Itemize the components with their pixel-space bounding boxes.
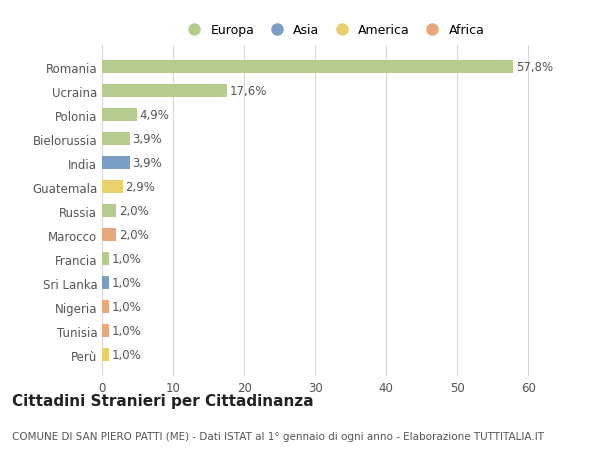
Bar (102, 61, 513, 74)
Bar (102, 133, 130, 146)
Text: 4,9%: 4,9% (140, 109, 170, 122)
Text: Cittadini Stranieri per Cittadinanza: Cittadini Stranieri per Cittadinanza (12, 393, 314, 409)
Text: 57,8%: 57,8% (515, 61, 553, 74)
Text: 17,6%: 17,6% (230, 85, 268, 98)
Text: 1,0%: 1,0% (112, 276, 142, 290)
Text: 1,0%: 1,0% (112, 252, 142, 265)
Bar (102, 205, 116, 218)
Text: 1,0%: 1,0% (112, 348, 142, 361)
Text: 2,0%: 2,0% (119, 205, 149, 218)
Legend: Europa, Asia, America, Africa: Europa, Asia, America, Africa (176, 19, 490, 42)
Text: 2,0%: 2,0% (119, 229, 149, 241)
Text: 3,9%: 3,9% (133, 157, 163, 170)
Bar (102, 300, 109, 313)
Bar (102, 109, 137, 122)
Text: COMUNE DI SAN PIERO PATTI (ME) - Dati ISTAT al 1° gennaio di ogni anno - Elabora: COMUNE DI SAN PIERO PATTI (ME) - Dati IS… (12, 431, 544, 441)
Bar (102, 324, 109, 337)
Text: 1,0%: 1,0% (112, 325, 142, 337)
Bar (102, 181, 122, 194)
Bar (102, 229, 116, 241)
Bar (102, 157, 130, 170)
Text: 2,9%: 2,9% (125, 181, 155, 194)
Text: 1,0%: 1,0% (112, 300, 142, 313)
Bar (102, 85, 227, 98)
Bar (102, 348, 109, 361)
Bar (102, 252, 109, 266)
Bar (102, 276, 109, 290)
Text: 3,9%: 3,9% (133, 133, 163, 146)
